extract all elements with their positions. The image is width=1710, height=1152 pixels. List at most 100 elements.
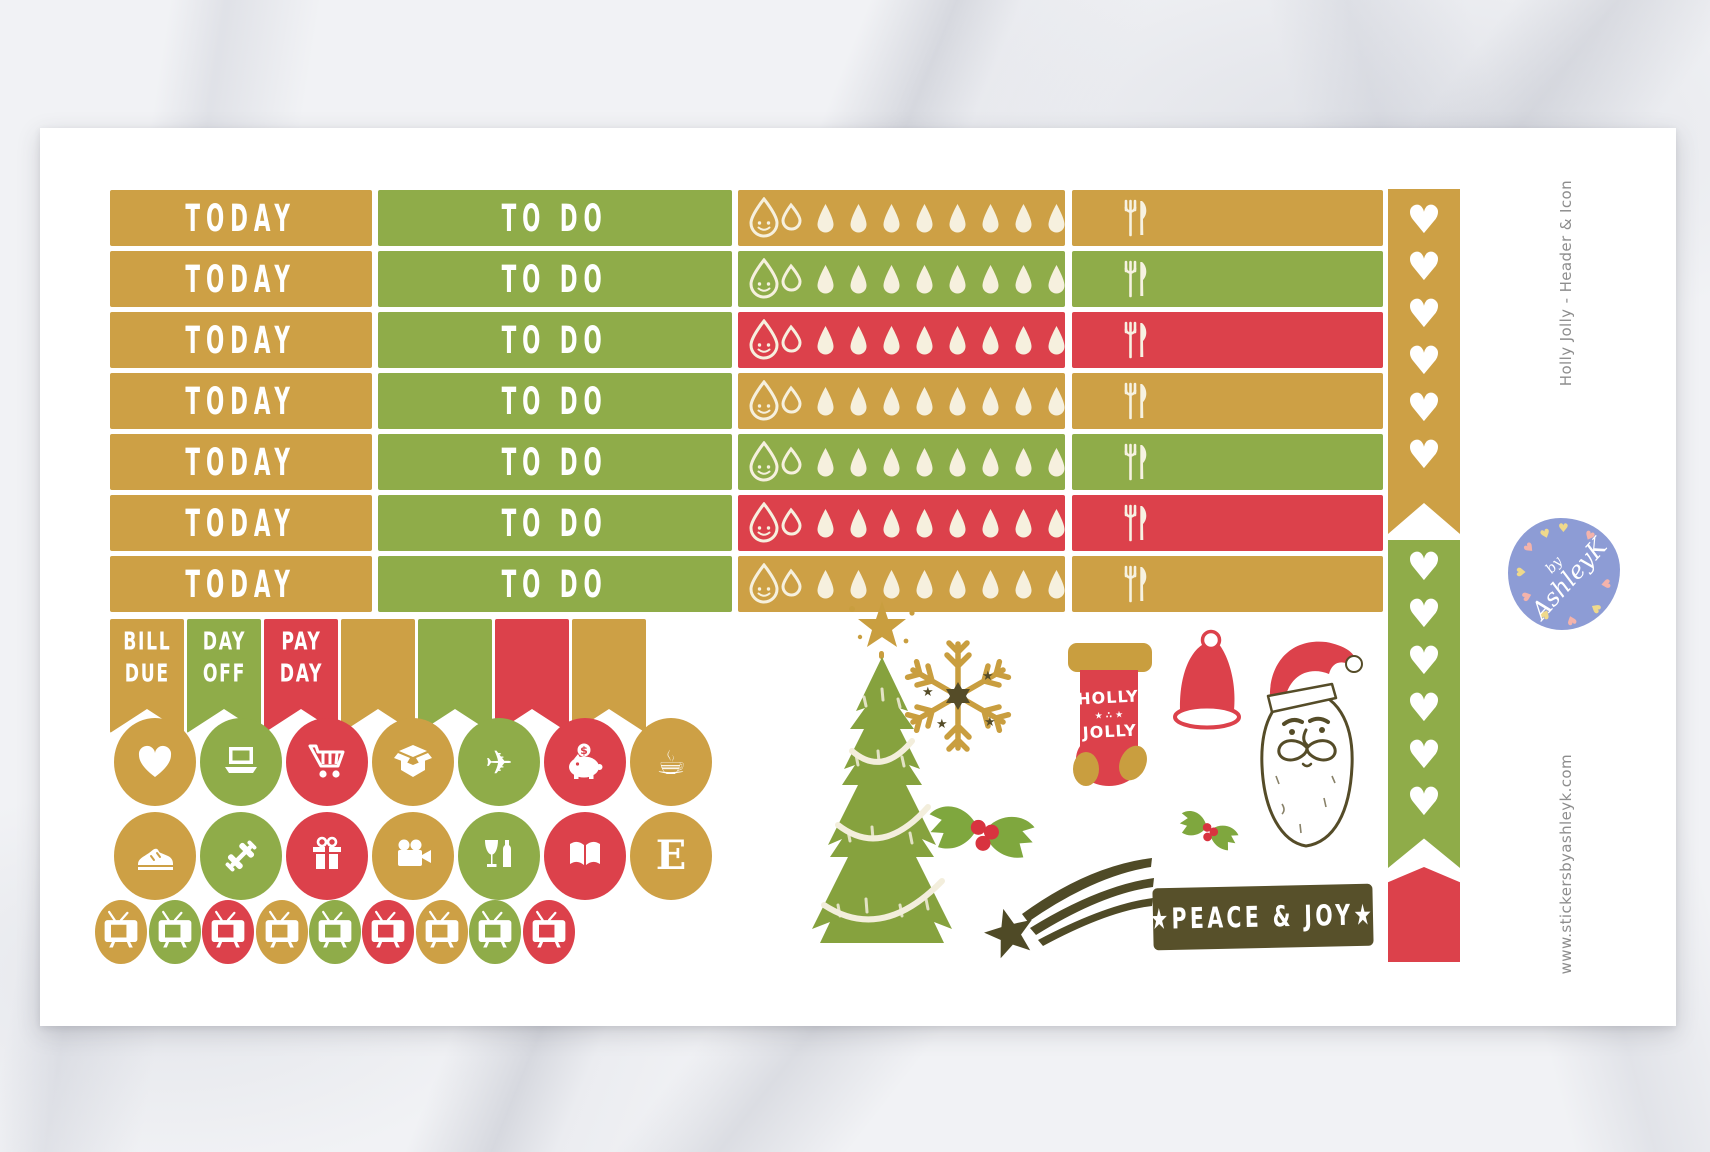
snowflake-illustration: ★ ★ ★ ★ <box>904 640 1012 752</box>
meal-tracker-sticker <box>1072 312 1383 368</box>
todo-header-sticker: TO DO <box>378 190 732 246</box>
brand-logo: ♥ ♥ ♥ ♥ ♥ ♥ ♥ ♥ ♥ ♥ by AshleyK <box>1508 518 1620 630</box>
fork-knife-icon <box>1124 443 1147 481</box>
tv-icon <box>318 910 352 948</box>
water-drop-smiley-icon <box>749 563 802 604</box>
flag-label: BILL DUE <box>122 627 172 688</box>
todo-header-sticker: TO DO <box>378 434 732 490</box>
today-header-sticker: TODAY <box>110 495 372 551</box>
svg-text:★: ★ <box>982 669 994 684</box>
water-drop-icon <box>1015 386 1032 415</box>
water-drop-icon <box>982 508 999 537</box>
todo-header-sticker: TO DO <box>378 556 732 612</box>
icon-circle-coffee: ☕ <box>630 718 712 806</box>
water-drop-icon <box>883 569 900 598</box>
book-icon <box>570 841 600 865</box>
water-drop-icon <box>850 264 867 293</box>
icon-circle-dumbbell <box>200 812 282 900</box>
tv-circle <box>95 900 147 964</box>
water-drop-icon <box>949 203 966 232</box>
tv-circle <box>362 900 414 964</box>
sticker-sheet: TODAY TO DO TODAY TO DO TODAY TO DO TODA… <box>40 128 1676 1026</box>
water-drop-icon <box>883 447 900 476</box>
water-drop-icon <box>916 508 933 537</box>
todo-label: TO DO <box>501 379 609 423</box>
water-drop-icon <box>817 386 834 415</box>
water-drop-icon <box>850 508 867 537</box>
wine-icon <box>485 840 511 867</box>
today-label: TODAY <box>185 501 297 545</box>
water-drop-icon <box>850 325 867 354</box>
water-drop-smiley-icon <box>749 319 802 360</box>
peace-and-joy-stamp: ★PEACE & JOY★ <box>1150 883 1376 951</box>
hydration-tracker-sticker <box>738 190 1065 246</box>
heart-icon: ♥ <box>1406 639 1442 684</box>
water-drop-icon <box>850 203 867 232</box>
icon-circle-wine <box>458 812 540 900</box>
hydration-tracker-sticker <box>738 556 1065 612</box>
heart-icon: ♥ <box>1406 780 1442 825</box>
flag-blank <box>418 619 492 733</box>
water-drop-smiley-icon <box>749 380 802 421</box>
flag-blank <box>572 619 646 733</box>
water-drop-row <box>816 264 1066 295</box>
meal-tracker-sticker <box>1072 373 1383 429</box>
flag-day-off: DAY OFF <box>187 619 261 733</box>
todo-label: TO DO <box>501 196 609 240</box>
tv-icon <box>104 910 138 948</box>
todo-header-sticker: TO DO <box>378 495 732 551</box>
hydration-tracker-sticker <box>738 495 1065 551</box>
hydration-tracker-sticker <box>738 373 1065 429</box>
heart-checklist-strip-gold: ♥ ♥ ♥ ♥ ♥ ♥ <box>1388 189 1460 534</box>
today-header-sticker: TODAY <box>110 190 372 246</box>
product-title: Holly Jolly - Header & Icon <box>1557 180 1575 387</box>
meal-tracker-sticker <box>1072 251 1383 307</box>
shopping-cart-icon <box>308 744 345 778</box>
today-header-sticker: TODAY <box>110 251 372 307</box>
side-title-block: Holly Jolly - Header & Icon <box>1545 180 1587 386</box>
hydration-tracker-sticker <box>738 312 1065 368</box>
water-drop-icon <box>1048 508 1065 537</box>
side-website-block: www.stickersbyashleyk.com <box>1545 754 1587 974</box>
heart-icon: ♥ <box>1406 733 1442 778</box>
water-drop-icon <box>949 569 966 598</box>
water-drop-icon <box>817 264 834 293</box>
flag-bill-due: BILL DUE <box>110 619 184 733</box>
icon-circle-piggy-bank: $ <box>544 718 626 806</box>
water-drop-icon <box>1048 569 1065 598</box>
water-drop-icon <box>949 325 966 354</box>
tv-icon <box>265 910 299 948</box>
heart-icon: ♥ <box>1406 339 1442 384</box>
heart-icon: ♥ <box>1406 198 1442 243</box>
water-drop-smiley-icon <box>749 197 802 238</box>
heart-icon <box>138 745 172 777</box>
tv-icon <box>371 910 405 948</box>
water-drop-icon <box>982 203 999 232</box>
today-label: TODAY <box>185 257 297 301</box>
tv-circle <box>149 900 201 964</box>
tv-circle <box>416 900 468 964</box>
todo-header-sticker: TO DO <box>378 251 732 307</box>
heart-icon: ♥ <box>1406 592 1442 637</box>
stamp-text: ★PEACE & JOY★ <box>1150 897 1376 937</box>
water-drop-icon <box>817 569 834 598</box>
dumbbell-icon <box>225 840 257 872</box>
flag-label: DAY OFF <box>202 627 246 688</box>
water-drop-icon <box>1015 447 1032 476</box>
tv-circle <box>523 900 575 964</box>
svg-text:★ ∴ ★: ★ ∴ ★ <box>1094 710 1123 721</box>
todo-label: TO DO <box>501 440 609 484</box>
water-drop-row <box>816 203 1066 234</box>
shooting-star-illustration <box>984 858 1154 959</box>
meal-tracker-sticker <box>1072 190 1383 246</box>
water-drop-icon <box>949 264 966 293</box>
holly-illustration-small <box>1179 811 1239 851</box>
icon-circle-sneaker <box>114 812 196 900</box>
water-drop-icon <box>982 386 999 415</box>
airplane-icon: ✈ <box>485 742 513 782</box>
hydration-tracker-sticker <box>738 251 1065 307</box>
stocking-illustration: HOLLY ★ ∴ ★ JOLLY <box>1068 643 1152 786</box>
flag-blank <box>341 619 415 733</box>
flag-blank <box>495 619 569 733</box>
water-drop-icon <box>1048 264 1065 293</box>
